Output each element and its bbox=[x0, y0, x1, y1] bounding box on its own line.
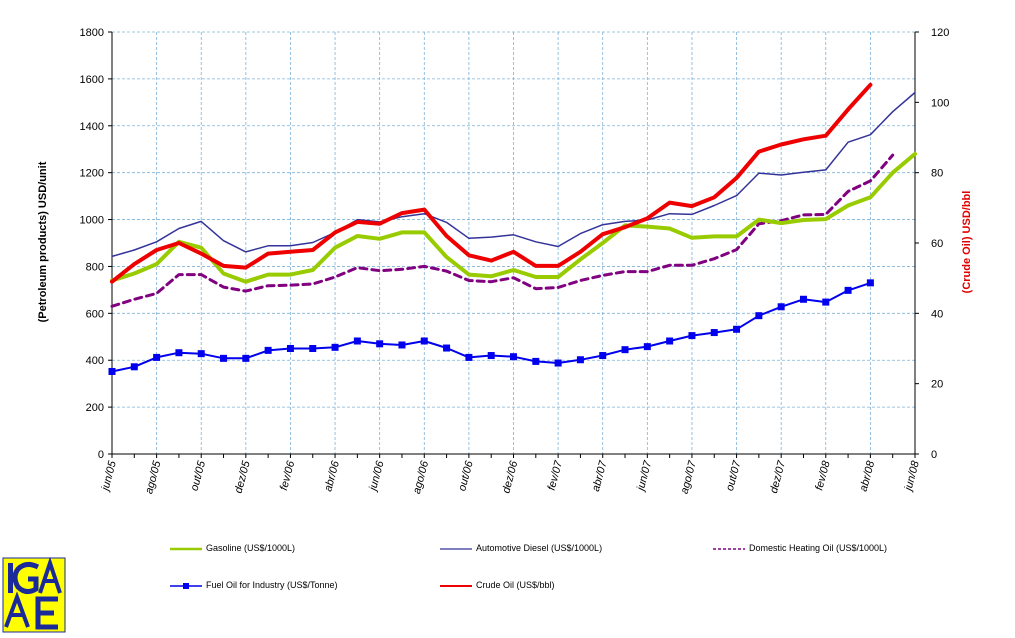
data-point-fuel-oil-for-industry bbox=[532, 357, 540, 365]
y-tick-label: 1200 bbox=[80, 168, 104, 180]
data-point-fuel-oil-for-industry bbox=[264, 346, 272, 354]
legend-label: Crude Oil (US$/bbl) bbox=[476, 580, 555, 590]
data-point-fuel-oil-for-industry bbox=[777, 303, 785, 311]
data-point-fuel-oil-for-industry bbox=[331, 343, 339, 351]
x-tick-label: jun/08 bbox=[902, 459, 922, 494]
data-point-fuel-oil-for-industry bbox=[554, 359, 562, 367]
legend-label: Domestic Heating Oil (US$/1000L) bbox=[749, 543, 888, 553]
data-point-fuel-oil-for-industry bbox=[755, 312, 763, 320]
series-line-gasoline bbox=[110, 151, 917, 284]
gridlines bbox=[112, 31, 915, 454]
y-tick-label: 400 bbox=[86, 355, 104, 367]
data-point-fuel-oil-for-industry bbox=[688, 332, 696, 340]
data-point-fuel-oil-for-industry bbox=[220, 354, 228, 362]
y2-tick-label: 120 bbox=[931, 27, 949, 39]
legend-label: Gasoline (US$/1000L) bbox=[206, 543, 296, 553]
legend-swatch bbox=[713, 548, 745, 550]
y2-tick-label: 80 bbox=[931, 168, 943, 180]
x-tick-label: dez/07 bbox=[768, 459, 788, 495]
y-tick-label: 600 bbox=[86, 308, 104, 320]
data-point-fuel-oil-for-industry bbox=[242, 354, 250, 362]
data-point-fuel-oil-for-industry bbox=[487, 352, 495, 360]
legend-swatch bbox=[170, 547, 202, 551]
data-point-fuel-oil-for-industry bbox=[153, 353, 161, 361]
data-point-fuel-oil-for-industry bbox=[799, 295, 807, 303]
y2-tick-label: 40 bbox=[931, 308, 943, 320]
x-tick-label: ago/07 bbox=[679, 459, 700, 495]
x-tick-label: abr/07 bbox=[590, 459, 610, 493]
data-point-fuel-oil-for-industry bbox=[866, 279, 874, 287]
x-tick-label: out/07 bbox=[724, 459, 744, 492]
y2-tick-label: 0 bbox=[931, 449, 937, 461]
y2-tick-label: 20 bbox=[931, 379, 943, 391]
data-point-fuel-oil-for-industry bbox=[621, 346, 629, 354]
data-point-fuel-oil-for-industry bbox=[710, 329, 718, 337]
x-tick-label: abr/08 bbox=[858, 459, 878, 493]
x-tick-label: dez/06 bbox=[500, 459, 520, 495]
series-line-crude-oil bbox=[110, 82, 873, 284]
x-tick-label: fev/06 bbox=[278, 459, 298, 492]
data-point-fuel-oil-for-industry bbox=[197, 350, 205, 358]
legend-swatch bbox=[440, 548, 472, 550]
y-axis-left-ticks: 0 200 400 600 800 1000 1200 1400 1600 1800 bbox=[80, 27, 112, 461]
legend-swatch bbox=[170, 583, 202, 589]
data-point-fuel-oil-for-industry bbox=[733, 325, 741, 333]
series-group bbox=[108, 82, 917, 375]
x-tick-label: dez/05 bbox=[233, 459, 253, 495]
y-tick-label: 200 bbox=[86, 402, 104, 414]
x-tick-label: ago/05 bbox=[143, 459, 164, 495]
data-point-fuel-oil-for-industry bbox=[822, 298, 830, 306]
y2-tick-label: 100 bbox=[931, 97, 949, 109]
y-axis-left-label: (Petroleum products) USD/unit bbox=[37, 161, 49, 322]
x-axis-ticks: jun/05 ago/05 out/05 dez/05 fev/06 abr/06 jun/… bbox=[99, 454, 922, 495]
x-tick-label: jun/06 bbox=[367, 459, 387, 494]
data-point-fuel-oil-for-industry bbox=[309, 345, 317, 352]
x-tick-label: jun/05 bbox=[99, 459, 119, 494]
y2-tick-label: 60 bbox=[931, 238, 943, 250]
y-tick-label: 800 bbox=[86, 261, 104, 273]
x-tick-label: out/06 bbox=[456, 459, 476, 492]
data-point-fuel-oil-for-industry bbox=[130, 363, 138, 371]
data-point-fuel-oil-for-industry bbox=[844, 286, 852, 294]
legend-swatch bbox=[440, 585, 472, 587]
data-point-fuel-oil-for-industry bbox=[353, 337, 361, 345]
x-tick-label: fev/07 bbox=[546, 459, 566, 492]
data-point-fuel-oil-for-industry bbox=[576, 356, 584, 364]
y-tick-label: 1800 bbox=[80, 27, 104, 39]
data-point-fuel-oil-for-industry bbox=[420, 337, 428, 345]
data-point-fuel-oil-for-industry bbox=[108, 367, 116, 375]
data-point-fuel-oil-for-industry bbox=[286, 345, 294, 352]
series-line-domestic-heating-oil bbox=[110, 153, 895, 308]
x-tick-label: jun/07 bbox=[634, 459, 654, 494]
legend-label: Fuel Oil for Industry (US$/Tonne) bbox=[206, 580, 338, 590]
data-point-fuel-oil-for-industry bbox=[443, 344, 451, 352]
data-point-fuel-oil-for-industry bbox=[666, 337, 674, 345]
data-point-fuel-oil-for-industry bbox=[175, 349, 183, 357]
y-tick-label: 1400 bbox=[80, 121, 104, 133]
data-point-fuel-oil-for-industry bbox=[376, 340, 384, 348]
data-point-fuel-oil-for-industry bbox=[510, 353, 517, 361]
series-line-automotive-diesel bbox=[111, 91, 916, 258]
y-axis-right-ticks: 0 20 40 60 80 100 120 bbox=[915, 27, 949, 461]
x-tick-label: fev/08 bbox=[813, 459, 833, 492]
x-tick-label: ago/06 bbox=[411, 459, 432, 495]
x-tick-label: abr/06 bbox=[322, 459, 342, 493]
data-point-fuel-oil-for-industry bbox=[465, 353, 473, 361]
data-point-fuel-oil-for-industry bbox=[599, 352, 607, 360]
legend-label: Automotive Diesel (US$/1000L) bbox=[476, 543, 603, 553]
y-tick-label: 0 bbox=[98, 449, 104, 461]
data-point-fuel-oil-for-industry bbox=[643, 343, 651, 351]
x-tick-label: out/05 bbox=[189, 459, 209, 492]
organization-logo-icon bbox=[2, 556, 66, 633]
y-tick-label: 1600 bbox=[80, 74, 104, 86]
y-axis-right-label: (Crude Oil) USD/bbl bbox=[961, 191, 973, 294]
data-point-fuel-oil-for-industry bbox=[398, 341, 406, 349]
y-tick-label: 1000 bbox=[80, 215, 104, 227]
